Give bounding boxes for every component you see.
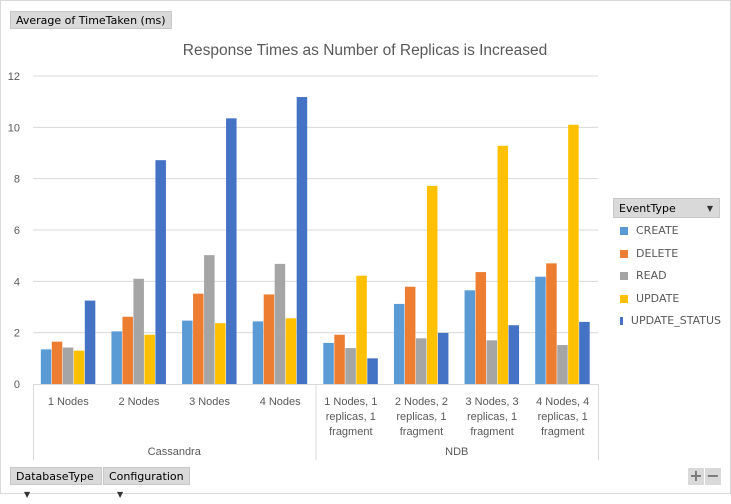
configuration-filter-button[interactable]: Configuration ▼ — [103, 467, 190, 499]
x-tick-label: replicas, 1 — [326, 411, 376, 423]
bar-read-6 — [415, 338, 427, 384]
legend-item-update: UPDATE — [613, 288, 721, 311]
legend-swatch — [620, 249, 628, 258]
y-tick-label: 12 — [8, 71, 20, 83]
x-tick-label: replicas, 1 — [396, 411, 446, 423]
legend-item-delete: DELETE — [613, 243, 721, 266]
bar-update-6 — [426, 185, 438, 384]
y-tick-label: 4 — [14, 276, 20, 288]
databasetype-filter-label: DatabaseType — [16, 470, 94, 483]
legend-swatch — [620, 227, 628, 236]
x-tick-label: fragment — [470, 426, 513, 438]
bar-delete-6 — [404, 286, 416, 384]
x-tick-label: 1 Nodes, 1 — [324, 396, 377, 408]
bar-update_status-8 — [579, 321, 590, 384]
x-tick-label: 4 Nodes, 4 — [536, 396, 589, 408]
bar-delete-2 — [122, 316, 133, 384]
eventtype-filter-label: EventType — [619, 202, 676, 215]
bar-update_status-3 — [226, 118, 237, 384]
databasetype-filter-button[interactable]: DatabaseType ▼ — [10, 467, 102, 499]
legend-label: READ — [636, 269, 667, 282]
legend-label: DELETE — [636, 246, 679, 260]
x-tick-label: replicas, 1 — [467, 411, 517, 423]
bar-create-4 — [252, 321, 264, 384]
legend: EventType ▼ CREATE DELETE READ UPDATE UPDATE… — [613, 198, 721, 333]
bar-read-4 — [274, 263, 286, 384]
y-tick-label: 8 — [14, 174, 20, 186]
bar-update-1 — [73, 350, 85, 384]
legend-swatch — [620, 317, 623, 326]
y-tick-label: 10 — [8, 122, 20, 134]
bar-update-3 — [215, 323, 226, 384]
bar-create-3 — [182, 320, 193, 384]
value-field-label: Average of TimeTaken (ms) — [16, 14, 166, 27]
bar-delete-3 — [193, 293, 204, 384]
bar-create-6 — [393, 303, 405, 384]
y-tick-label: 6 — [14, 225, 20, 237]
bar-read-2 — [133, 278, 144, 384]
group-label: NDB — [445, 446, 468, 458]
legend-item-create: CREATE — [613, 220, 721, 243]
x-tick-label: 4 Nodes — [260, 396, 301, 408]
chart-title: Response Times as Number of Replicas is … — [183, 42, 547, 59]
legend-swatch — [620, 272, 628, 281]
x-tick-label: 3 Nodes — [189, 396, 230, 408]
bar-update_status-4 — [296, 97, 308, 385]
bar-read-7 — [486, 340, 498, 384]
x-tick-label: fragment — [541, 426, 584, 438]
bar-delete-5 — [334, 334, 345, 384]
bar-update-4 — [285, 318, 297, 384]
bar-create-7 — [464, 290, 476, 384]
dropdown-arrow-icon: ▼ — [706, 204, 713, 213]
x-tick-label: 2 Nodes, 2 — [395, 396, 448, 408]
expand-field-button[interactable]: + — [688, 466, 704, 485]
configuration-filter-label: Configuration — [109, 470, 184, 483]
bar-create-1 — [40, 349, 52, 384]
dropdown-arrow-icon: ▼ — [117, 490, 124, 499]
y-tick-label: 2 — [14, 328, 20, 340]
legend-item-read: READ — [613, 265, 721, 288]
bar-update_status-7 — [508, 325, 520, 384]
value-field-button[interactable]: Average of TimeTaken (ms) — [10, 11, 172, 29]
bar-update_status-2 — [155, 160, 166, 384]
eventtype-filter-button[interactable]: EventType ▼ — [613, 198, 720, 218]
bar-delete-8 — [546, 263, 557, 384]
legend-item-update_status: UPDATE_STATUS — [613, 310, 721, 333]
bar-read-8 — [557, 344, 568, 384]
bar-read-5 — [345, 348, 356, 384]
collapse-field-button[interactable]: − — [705, 466, 721, 485]
bar-create-2 — [111, 331, 122, 384]
bar-update_status-1 — [84, 300, 96, 384]
bar-delete-1 — [51, 341, 63, 384]
legend-swatch — [620, 294, 628, 303]
bar-delete-7 — [475, 272, 487, 384]
x-tick-label: 1 Nodes — [48, 396, 89, 408]
x-tick-label: 3 Nodes, 3 — [465, 396, 518, 408]
x-tick-label: fragment — [400, 426, 443, 438]
bar-update-7 — [497, 145, 509, 384]
bar-update-2 — [144, 334, 155, 384]
bar-update_status-6 — [437, 332, 449, 384]
y-tick-label: 0 — [14, 379, 20, 391]
bar-update-8 — [568, 124, 579, 385]
legend-label: CREATE — [636, 224, 679, 237]
x-tick-label: 2 Nodes — [118, 396, 159, 408]
bar-create-8 — [535, 276, 546, 384]
bar-update-5 — [356, 275, 367, 384]
bar-delete-4 — [263, 294, 275, 384]
group-label: Cassandra — [148, 446, 202, 458]
bar-read-1 — [62, 347, 74, 384]
x-tick-label: replicas, 1 — [538, 411, 588, 423]
bar-update_status-5 — [367, 358, 378, 384]
zoom-controls: + − — [688, 468, 721, 485]
legend-label: UPDATE — [636, 291, 680, 305]
x-tick-label: fragment — [329, 426, 372, 438]
bar-read-3 — [204, 255, 215, 384]
dropdown-arrow-icon: ▼ — [24, 490, 31, 499]
legend-label: UPDATE_STATUS — [630, 314, 721, 327]
bar-create-5 — [323, 342, 334, 384]
